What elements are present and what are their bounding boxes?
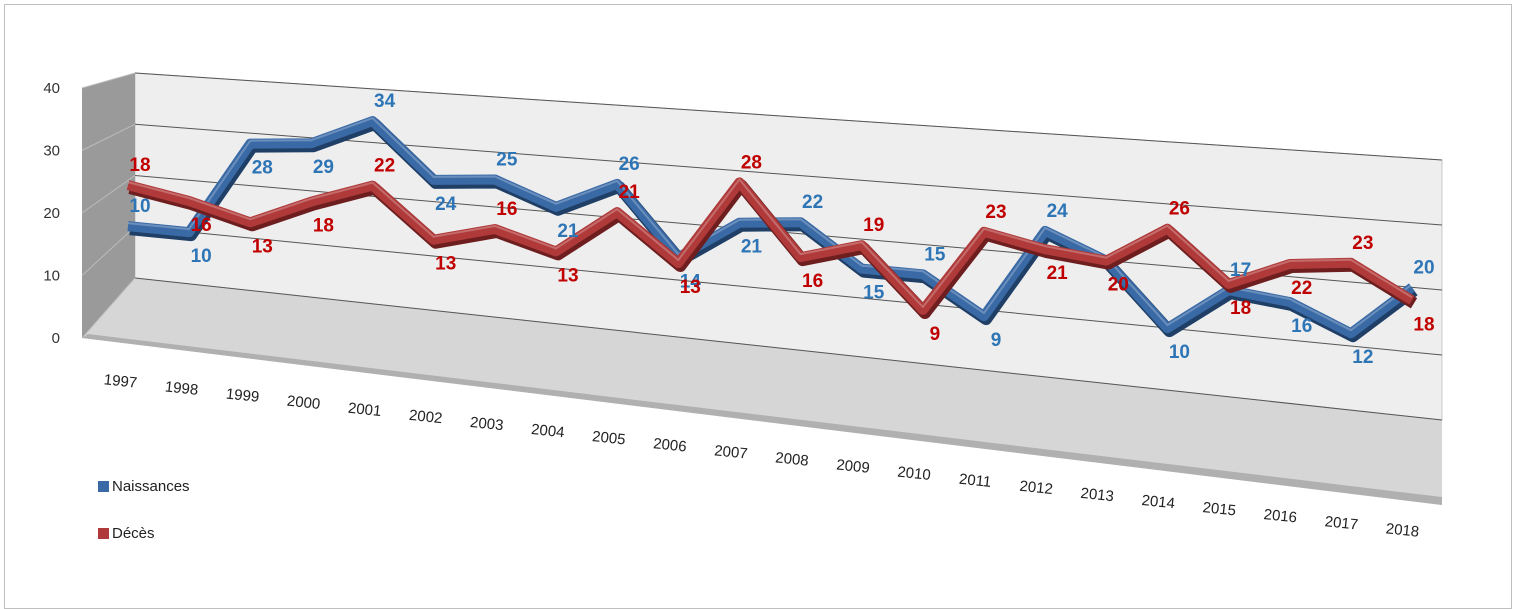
data-label: 34 [374, 91, 396, 112]
series-line-highlight [127, 178, 1413, 308]
side-wall [82, 73, 135, 338]
x-tick-label: 1997 [103, 371, 138, 391]
x-tick-label: 2004 [530, 421, 565, 441]
data-label: 28 [741, 152, 762, 173]
gridline [134, 123, 1443, 226]
data-label: 18 [1413, 314, 1434, 335]
data-label: 10 [129, 196, 150, 217]
data-label: 10 [1169, 342, 1190, 363]
gridline [134, 226, 1443, 356]
gridlines [81, 72, 1443, 421]
x-tick-label: 2013 [1080, 485, 1115, 505]
data-label: 16 [802, 271, 823, 292]
data-label: 19 [863, 215, 884, 236]
data-label: 25 [496, 150, 518, 171]
data-label: 9 [930, 324, 941, 345]
data-label: 15 [924, 244, 946, 265]
x-tick-label: 2017 [1324, 513, 1359, 533]
gridline-side [81, 226, 136, 276]
data-label: 16 [496, 199, 517, 220]
legend-item-0: Naissances [98, 478, 190, 495]
data-label: 13 [435, 254, 456, 275]
data-label: 23 [1352, 233, 1373, 254]
data-label: 22 [374, 156, 395, 177]
data-label: 14 [680, 271, 702, 292]
series-lines [126, 116, 1418, 343]
data-label: 28 [252, 158, 273, 179]
y-tick-label: 0 [52, 330, 60, 347]
data-label: 12 [1352, 347, 1373, 368]
data-label: 22 [1291, 278, 1312, 299]
data-label: 16 [1291, 316, 1312, 337]
data-label: 18 [313, 216, 334, 237]
gridline [134, 72, 1443, 161]
x-tick-label: 2008 [775, 449, 810, 469]
y-axis-ticks: 0 10 20 30 40 [43, 80, 60, 347]
data-label: 13 [252, 236, 273, 257]
legend-label-1: Décès [112, 525, 155, 542]
data-label: 21 [1047, 263, 1069, 284]
data-labels: 10 10 28 29 34 24 25 21 26 14 21 22 15 15 9 24 20 10 17 16 1… [129, 91, 1434, 368]
x-tick-label: 2007 [713, 442, 748, 462]
data-label: 17 [1230, 260, 1251, 281]
data-label: 20 [1413, 257, 1434, 278]
data-label: 26 [1169, 199, 1190, 220]
data-label: 23 [985, 202, 1006, 223]
x-tick-label: 2011 [958, 471, 992, 491]
x-tick-label: 1998 [164, 378, 199, 398]
gridline-side [81, 123, 136, 151]
floor [82, 278, 1442, 505]
x-tick-label: 2018 [1385, 520, 1420, 540]
data-label: 18 [129, 155, 150, 176]
x-tick-label: 1999 [225, 386, 260, 406]
x-tick-label: 2014 [1141, 492, 1176, 512]
data-label: 29 [313, 157, 334, 178]
data-label: 10 [191, 246, 212, 267]
x-tick-label: 2005 [591, 428, 626, 448]
legend-swatch-0 [98, 481, 109, 492]
x-tick-label: 2015 [1202, 499, 1237, 519]
data-label: 20 [1108, 275, 1129, 296]
data-label: 26 [619, 154, 640, 175]
x-tick-label: 2002 [408, 407, 443, 427]
x-tick-label: 2001 [347, 400, 382, 420]
y-tick-label: 20 [43, 205, 60, 222]
data-label: 13 [557, 265, 578, 286]
legend-swatch-1 [98, 528, 109, 539]
data-label: 21 [619, 182, 641, 203]
y-tick-label: 40 [43, 80, 60, 97]
x-tick-label: 2009 [836, 456, 871, 476]
x-tick-label: 2012 [1019, 478, 1054, 498]
x-tick-label: 2006 [652, 435, 687, 455]
legend-item-1: Décès [98, 525, 155, 542]
data-label: 9 [991, 330, 1002, 351]
gridline-side [81, 277, 136, 339]
gridline-side [81, 175, 136, 214]
x-axis-ticks: 1997 1998 1999 2000 2001 2002 2003 2004 2005 2006… [103, 371, 1420, 540]
data-label: 13 [680, 277, 701, 298]
floor-edge [82, 334, 1442, 505]
series-line [126, 177, 1415, 315]
data-label: 24 [435, 194, 457, 215]
y-tick-label: 10 [43, 268, 60, 285]
legend-label-0: Naissances [112, 478, 190, 495]
data-label: 21 [741, 237, 763, 258]
x-tick-label: 2010 [897, 464, 932, 484]
x-tick-label: 2003 [469, 414, 504, 434]
gridline-side [81, 72, 136, 89]
data-label: 20 [1108, 275, 1129, 296]
data-label: 15 [863, 283, 885, 304]
data-label: 22 [802, 192, 823, 213]
x-tick-label: 2016 [1263, 506, 1298, 526]
data-label: 16 [191, 215, 212, 236]
data-label: 24 [1047, 201, 1069, 222]
x-tick-label: 2000 [286, 393, 321, 413]
y-tick-label: 30 [43, 143, 60, 160]
data-label: 18 [1230, 298, 1251, 319]
gridline [134, 277, 1443, 421]
data-label: 21 [557, 221, 579, 242]
